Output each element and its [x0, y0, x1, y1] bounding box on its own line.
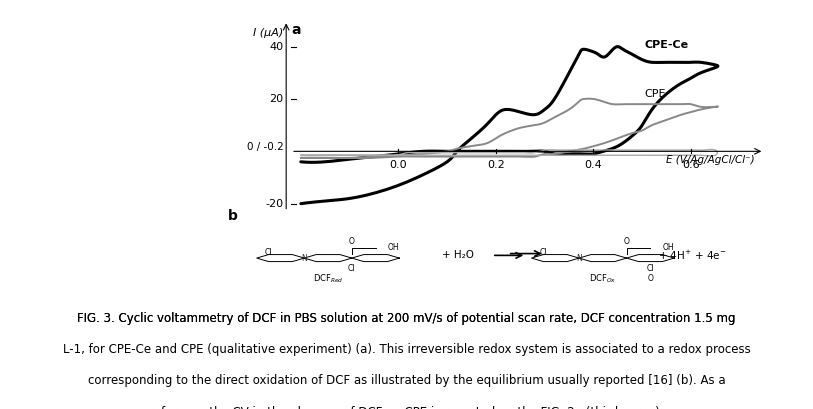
Text: + H₂O: + H₂O [441, 250, 473, 261]
Text: b: b [228, 209, 237, 222]
Text: OH: OH [388, 243, 399, 252]
Text: 0.0: 0.0 [389, 160, 407, 171]
Text: FIG. 3.: FIG. 3. [385, 312, 428, 325]
Text: O: O [349, 237, 354, 246]
Text: DCF$_{Red}$: DCF$_{Red}$ [313, 272, 343, 285]
Text: O: O [624, 237, 629, 246]
Text: Cl: Cl [348, 264, 355, 273]
Text: CPE-Ce: CPE-Ce [645, 40, 689, 50]
Text: 0 / -0.2: 0 / -0.2 [247, 142, 284, 153]
Text: 0.4: 0.4 [585, 160, 602, 171]
Text: reference the CV in the absence of DCF on CPE is reported on the FIG. 2a (third : reference the CV in the absence of DCF o… [150, 406, 663, 409]
Text: N: N [576, 254, 582, 263]
Text: FIG. 3. Cyclic voltammetry of DCF in PBS solution at 200 mV/s of potential scan : FIG. 3. Cyclic voltammetry of DCF in PBS… [77, 312, 736, 325]
Text: Cl: Cl [265, 247, 272, 256]
Text: -20: -20 [266, 199, 284, 209]
Text: 40: 40 [270, 42, 284, 52]
Text: + 4H$^{+}$ + 4e$^{-}$: + 4H$^{+}$ + 4e$^{-}$ [659, 249, 727, 262]
Text: 0.6: 0.6 [682, 160, 700, 171]
Text: I (μA): I (μA) [254, 28, 284, 38]
Text: O: O [647, 274, 654, 283]
Text: Cl: Cl [646, 264, 654, 273]
Text: corresponding to the direct oxidation of DCF as illustrated by the equilibrium u: corresponding to the direct oxidation of… [88, 375, 725, 387]
Text: 0.2: 0.2 [487, 160, 505, 171]
Text: L-1, for CPE-Ce and CPE (qualitative experiment) (a). This irreversible redox sy: L-1, for CPE-Ce and CPE (qualitative exp… [63, 343, 750, 356]
Text: E (V/Ag/AgCl/Cl⁻): E (V/Ag/AgCl/Cl⁻) [666, 155, 754, 165]
Text: N: N [302, 254, 307, 263]
Text: Cl: Cl [540, 247, 547, 256]
Text: CPE: CPE [645, 89, 666, 99]
Text: 20: 20 [270, 94, 284, 104]
Text: DCF$_{Ox}$: DCF$_{Ox}$ [589, 272, 616, 285]
Text: FIG. 3. Cyclic voltammetry of DCF in PBS solution at 200 mV/s of potential scan : FIG. 3. Cyclic voltammetry of DCF in PBS… [77, 312, 736, 325]
Text: OH: OH [663, 243, 674, 252]
Text: a: a [291, 23, 301, 37]
